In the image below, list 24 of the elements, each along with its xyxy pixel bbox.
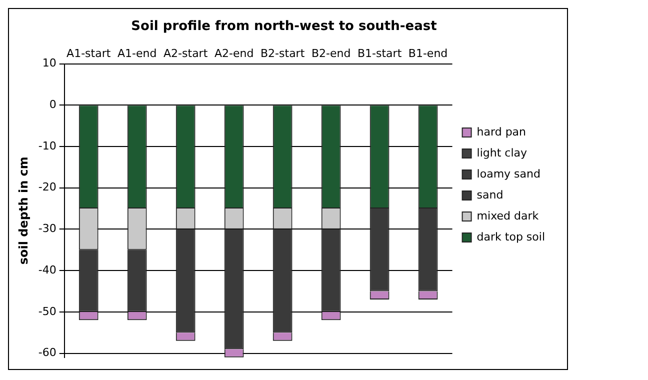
y-tick-label: -10 — [38, 139, 56, 152]
x-tick-label: A2-end — [214, 47, 254, 60]
legend-label: mixed dark — [476, 209, 540, 222]
x-tick-label: A1-start — [66, 47, 112, 60]
legend-label: light clay — [476, 146, 528, 160]
y-tick-label: -60 — [38, 346, 56, 360]
legend-label: dark top soil — [476, 230, 546, 244]
x-tick-label: B1-end — [408, 47, 448, 60]
legend-label: loamy sand — [476, 167, 540, 180]
y-tick-label: 10 — [42, 56, 56, 70]
chart-title: Soil profile from north-west to south-east — [131, 19, 437, 34]
x-tick-label: A2-start — [164, 47, 208, 60]
y-tick-label: -30 — [38, 222, 56, 236]
legend-label: hard pan — [476, 125, 526, 138]
y-tick-label: 0 — [49, 98, 56, 112]
y-axis-title: soil depth in cm — [16, 156, 30, 265]
y-tick-label: -20 — [38, 180, 56, 194]
x-tick-label: B2-end — [311, 47, 351, 60]
y-tick-label: -40 — [38, 263, 56, 276]
x-tick-label: B1-start — [357, 47, 402, 60]
y-tick-label: -50 — [38, 304, 56, 318]
legend-label: sand — [476, 188, 504, 202]
x-tick-label: A1-end — [117, 47, 157, 60]
x-tick-label: B2-start — [260, 47, 306, 60]
